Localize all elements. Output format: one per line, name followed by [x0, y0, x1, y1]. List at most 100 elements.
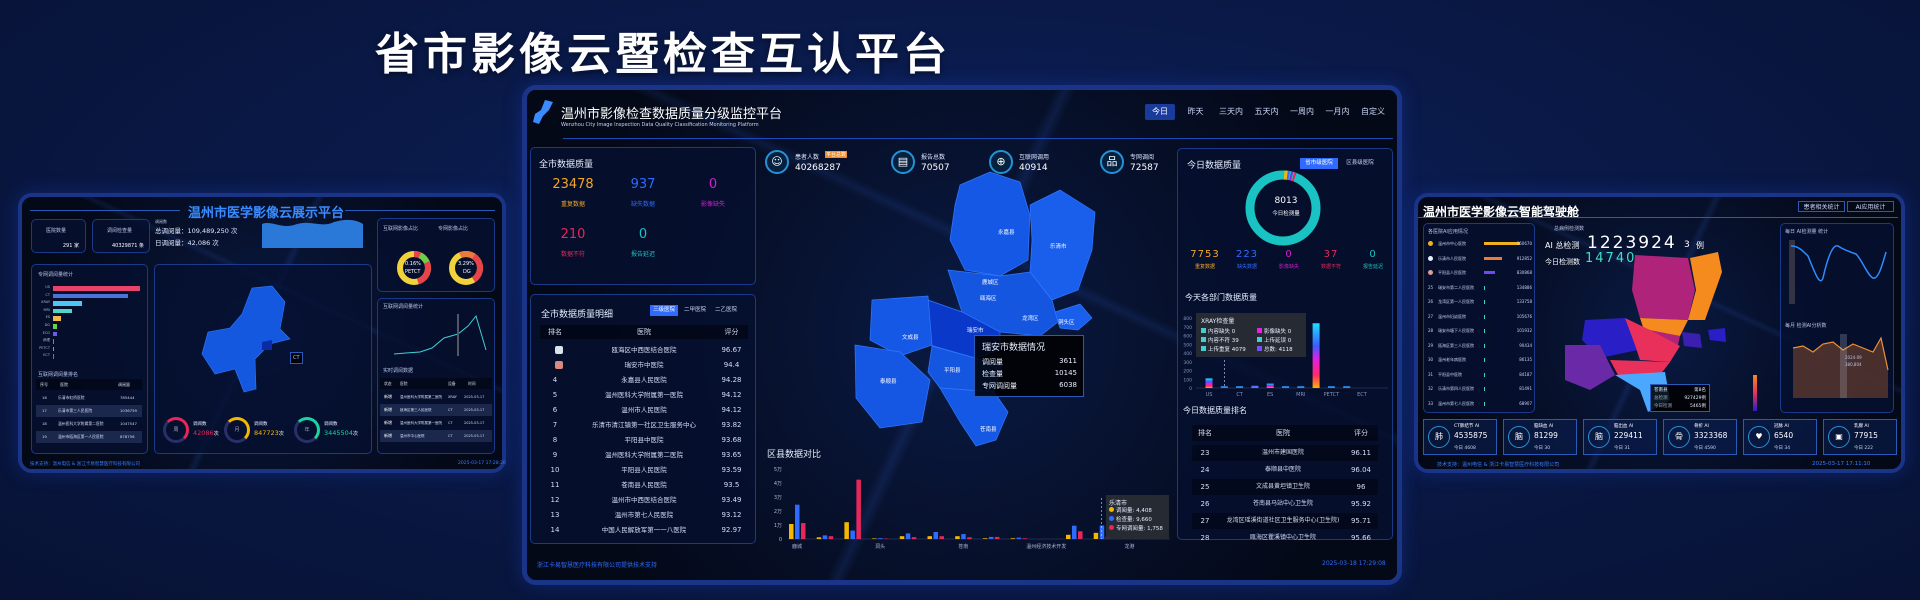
ai-card: 脑脑缺血 AI 81299 今日 30	[1503, 419, 1577, 455]
score-cell: 94.4	[723, 361, 740, 369]
patient-stats-button[interactable]: 患者相关统计	[1798, 201, 1845, 212]
tooltip-text: 专网调阅量: 1,758	[1116, 526, 1163, 532]
right-map	[1565, 252, 1726, 412]
rank-cell: 5	[552, 391, 558, 399]
bar	[53, 293, 128, 299]
table-row[interactable]: 瓯海区中西医结合医院 96.67	[540, 343, 748, 357]
divider	[1418, 217, 1898, 218]
list-item[interactable]: 29 瓯海区第三人民医院 90434	[1426, 340, 1532, 352]
table-row[interactable]: 13 温州市第七人民医院 93.12	[540, 508, 748, 522]
table-row[interactable]: 6 温州市人民医院 94.12	[540, 403, 748, 417]
table-row[interactable]: 新增 瓯海区第三人民医院 CT 2025-03-17	[380, 404, 492, 416]
tooltip-text: 检查量: 9,660	[1116, 517, 1152, 523]
table-row[interactable]: 14 中国人民解放军第一一八医院 92.97	[540, 523, 748, 537]
table-row[interactable]: 5 温州医科大学附属第一医院 94.12	[540, 388, 748, 402]
table-row[interactable]: 17 乐清市第三人民医院 1036759	[36, 405, 142, 417]
hospital-cell: 瑞安市中医院	[624, 361, 664, 369]
tab-二甲医院[interactable]: 二甲医院	[683, 307, 706, 313]
stat-label: 专网调阅	[1130, 154, 1155, 161]
bar-调阅量	[899, 536, 905, 539]
list-item[interactable]: 33 温州市第七人民医院 68907	[1426, 398, 1532, 410]
map-region-lucheng	[1640, 318, 1688, 336]
time-cell: 2025-03-17	[464, 408, 485, 412]
table-row[interactable]: 新增 温州市中心医院 CT 2025-03-17	[380, 430, 492, 442]
table-row[interactable]: 24 泰顺县中医院 96.04	[1192, 462, 1378, 478]
table-row[interactable]: 18 温州医科大学附属第二医院 1047547	[36, 418, 142, 430]
hospital-name: 温州市妇幼医院	[1438, 313, 1466, 319]
table-row[interactable]: 10 平阳县人民医院 93.59	[540, 463, 748, 477]
table-row[interactable]: 瑞安市中医院 94.4	[540, 358, 748, 372]
map-label: 文成县	[902, 335, 919, 341]
y-tick-label: XRAY	[41, 300, 50, 305]
table-row[interactable]: 26 苍南县马站中心卫生院 95.92	[1192, 496, 1378, 512]
tab-三级医院[interactable]: 三级医院	[650, 305, 678, 316]
ai-card: ♥ 冠脉 AI 6540 今日 34	[1743, 419, 1817, 455]
tooltip-label: 影像缺失	[1264, 329, 1288, 335]
x-tick-label: CT	[1236, 392, 1243, 398]
map-region-yongjia	[1632, 255, 1695, 320]
ring-caption: 调阅数	[324, 422, 338, 427]
period-ring: 周	[163, 417, 189, 443]
table-row[interactable]: 23 温州市建国医院 96.11	[1192, 445, 1378, 461]
bar	[53, 331, 58, 337]
table-row[interactable]: 11 苍南县人民医院 93.5	[540, 478, 748, 492]
list-item[interactable]: 温州市中心医院 960670	[1426, 238, 1532, 250]
hospital-value: 86135	[1519, 357, 1532, 362]
bar-调阅量	[1093, 532, 1099, 539]
bar-调阅量	[816, 537, 822, 539]
hospital-value: 84187	[1519, 371, 1532, 377]
table-row[interactable]: 4 永嘉县人民医院 94.28	[540, 373, 748, 387]
today-value: 14740	[1585, 251, 1637, 266]
table-row[interactable]: 16 乐清市虹桥医院 785444	[36, 392, 142, 404]
table-row[interactable]: 8 平阳县中医院 93.68	[540, 433, 748, 447]
column-header: 评分	[1354, 429, 1368, 437]
table-row[interactable]: 9 温州医科大学附属第二医院 93.65	[540, 448, 748, 462]
list-item[interactable]: 平阳县人民医院 830868	[1426, 267, 1532, 279]
list-item[interactable]: 28 瑞安市塘下人民医院 101932	[1426, 325, 1532, 337]
list-item[interactable]: 27 温州市妇幼医院 105676	[1426, 311, 1532, 323]
tab-5[interactable]: 一月内	[1325, 107, 1350, 116]
list-item[interactable]: 30 温州老年病医院 86135	[1426, 354, 1532, 366]
y-tick-label: 600	[1183, 334, 1192, 340]
table-row[interactable]: 25 文成县黄坦镇卫生院 96	[1192, 479, 1378, 495]
rank-cell: 9	[552, 451, 558, 459]
tab-city-hospitals[interactable]: 省市级医院	[1300, 158, 1338, 169]
map-region-dongtou	[1708, 328, 1726, 342]
ring-caption: 调阅数	[193, 422, 207, 427]
tab-二乙医院[interactable]: 二乙医院	[714, 307, 737, 313]
list-item[interactable]: 32 乐清市第四人民医院 81491	[1426, 383, 1532, 395]
tab-0[interactable]: 今日	[1145, 104, 1175, 120]
table-row[interactable]: 7 乐清市清江镇第一社区卫生服务中心 93.82	[540, 418, 748, 432]
tab-2[interactable]: 三天内	[1219, 107, 1243, 116]
bar-调阅量	[872, 538, 877, 539]
bar-专网调阅量	[1022, 538, 1028, 539]
divider	[30, 210, 180, 211]
hospital-cell: 平阳县人民医院	[621, 466, 667, 474]
list-item[interactable]: 25 瑞安市第二人民医院 134886	[1426, 282, 1532, 294]
rank: 32	[1428, 386, 1434, 391]
tab-3[interactable]: 五天内	[1254, 107, 1279, 116]
right-map-tooltip: 苍南县 第8名 总检测 927429例 今日检测 5465例	[1650, 384, 1710, 412]
hospital-value: 101932	[1516, 328, 1532, 333]
tab-1[interactable]: 昨天	[1187, 107, 1204, 116]
table-row[interactable]: 12 温州市中西医结合医院 93.49	[540, 493, 748, 507]
panel-title: 今日数据质量	[1187, 161, 1242, 171]
table-row[interactable]: 19 温州市瓯海区第一人民医院 878756	[36, 431, 142, 443]
tooltip-value: 5465例	[1690, 404, 1706, 409]
donut-name: DG	[463, 269, 471, 275]
table-row[interactable]: 28 瓯海区瞿溪镇中心卫生院 95.66	[1192, 530, 1378, 546]
table-row[interactable]: 新增 温州医科大学附属第一医院 CT 2025-03-17	[380, 417, 492, 429]
ai-total-unit: 例	[1696, 241, 1704, 250]
list-item[interactable]: 乐清市人民医院 912852	[1426, 253, 1532, 265]
table-row[interactable]: 新增 温州医科大学附属第二医院 XRAY 2025-03-17	[380, 391, 492, 403]
period-ring: 年	[294, 417, 320, 443]
tab-6[interactable]: 自定义	[1361, 107, 1385, 116]
table-row[interactable]: 27 龙湾区瑶溪街道社区卫生服务中心(卫生院) 95.71	[1192, 513, 1378, 529]
tooltip-value: 6038	[1059, 381, 1077, 389]
list-item[interactable]: 26 龙湾区第一人民医院 133758	[1426, 296, 1532, 308]
x-tick-label: ES	[1267, 392, 1273, 398]
list-item[interactable]: 31 平阳县中医院 84187	[1426, 369, 1532, 381]
tab-4[interactable]: 一周内	[1290, 107, 1314, 116]
tab-county-hospitals[interactable]: 区县级医院	[1346, 160, 1374, 166]
ai-stats-button[interactable]: AI应用统计	[1847, 201, 1894, 212]
